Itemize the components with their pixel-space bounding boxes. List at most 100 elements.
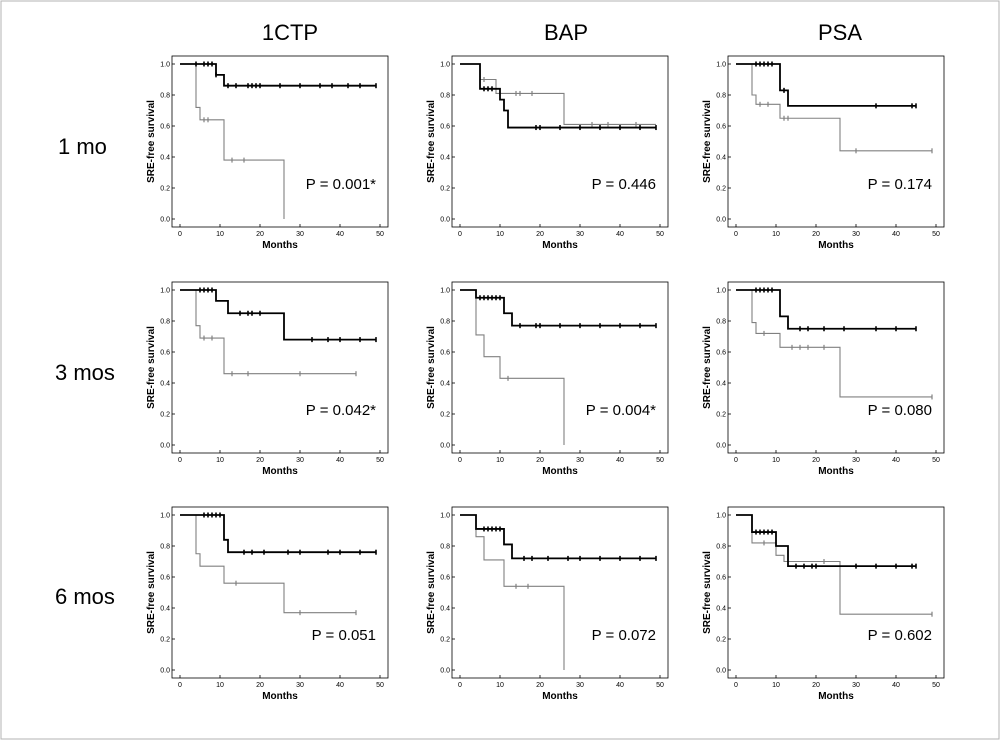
plot-frame bbox=[451, 506, 669, 679]
x-tick-label: 30 bbox=[296, 682, 304, 689]
x-tick-label: 0 bbox=[458, 682, 462, 689]
row-title-1mo: 1 mo bbox=[58, 134, 107, 159]
y-tick-label: 0.6 bbox=[160, 124, 170, 131]
x-tick-label: 30 bbox=[576, 682, 584, 689]
survival-curve-high bbox=[460, 63, 656, 129]
y-tick-label: 0.0 bbox=[160, 217, 170, 224]
x-tick-label: 40 bbox=[892, 457, 900, 464]
y-tick-label: 1.0 bbox=[440, 513, 450, 520]
x-tick-label: 30 bbox=[852, 231, 860, 238]
p-value-label: P = 0.004* bbox=[586, 402, 656, 419]
x-tick-label: 30 bbox=[296, 231, 304, 238]
y-tick-label: 0.2 bbox=[440, 637, 450, 644]
y-tick-label: 1.0 bbox=[160, 62, 170, 69]
x-tick-label: 40 bbox=[892, 231, 900, 238]
survival-curve-high bbox=[460, 289, 656, 327]
y-tick-label: 0.8 bbox=[440, 319, 450, 326]
y-tick-label: 0.0 bbox=[160, 443, 170, 450]
y-tick-label: 0.4 bbox=[440, 155, 450, 162]
x-tick-label: 40 bbox=[336, 457, 344, 464]
x-tick-label: 0 bbox=[458, 457, 462, 464]
panel-grid: 0.0 0.2 0.4 0.6 0.8 1.0 0 10 20 30 40 50 Months SRE-f… bbox=[146, 55, 945, 702]
y-tick-label: 0.6 bbox=[716, 575, 726, 582]
y-tick-label: 0.6 bbox=[716, 350, 726, 357]
x-tick-label: 10 bbox=[496, 682, 504, 689]
y-axis-label: SRE-free survival bbox=[702, 551, 713, 634]
column-title-1ctp: 1CTP bbox=[262, 20, 318, 45]
y-axis-label: SRE-free survival bbox=[426, 326, 437, 409]
p-value-label: P = 0.174 bbox=[868, 176, 932, 193]
y-tick-label: 0.8 bbox=[716, 319, 726, 326]
x-tick-label: 10 bbox=[216, 231, 224, 238]
x-axis-label: Months bbox=[262, 466, 298, 477]
x-tick-label: 10 bbox=[216, 457, 224, 464]
x-axis-label: Months bbox=[542, 691, 578, 702]
plot-frame bbox=[727, 55, 945, 228]
y-tick-label: 0.8 bbox=[160, 93, 170, 100]
x-tick-label: 50 bbox=[932, 457, 940, 464]
plot-frame bbox=[451, 281, 669, 454]
y-tick-label: 1.0 bbox=[440, 62, 450, 69]
p-value-label: P = 0.001* bbox=[306, 176, 376, 193]
survival-curve-high bbox=[180, 289, 376, 341]
x-tick-label: 30 bbox=[576, 457, 584, 464]
y-tick-label: 1.0 bbox=[716, 288, 726, 295]
y-tick-label: 0.4 bbox=[716, 381, 726, 388]
y-tick-label: 0.8 bbox=[440, 544, 450, 551]
x-tick-label: 10 bbox=[772, 457, 780, 464]
y-tick-label: 0.2 bbox=[160, 412, 170, 419]
x-tick-label: 30 bbox=[576, 231, 584, 238]
y-tick-label: 1.0 bbox=[440, 288, 450, 295]
km-panel: 0.0 0.2 0.4 0.6 0.8 1.0 0 10 20 30 40 50 Months SRE-f… bbox=[426, 281, 669, 477]
x-tick-label: 20 bbox=[812, 231, 820, 238]
y-tick-label: 0.2 bbox=[160, 186, 170, 193]
p-value-label: P = 0.042* bbox=[306, 402, 376, 419]
y-tick-label: 0.2 bbox=[160, 637, 170, 644]
column-title-bap: BAP bbox=[544, 20, 588, 45]
y-tick-label: 0.0 bbox=[716, 217, 726, 224]
y-tick-label: 0.4 bbox=[440, 606, 450, 613]
km-panel: 0.0 0.2 0.4 0.6 0.8 1.0 0 10 20 30 40 50 Months SRE-f… bbox=[702, 506, 945, 702]
y-tick-label: 0.2 bbox=[440, 186, 450, 193]
plot-frame bbox=[171, 55, 389, 228]
x-axis-label: Months bbox=[818, 691, 854, 702]
y-tick-label: 0.2 bbox=[716, 186, 726, 193]
x-tick-label: 40 bbox=[616, 682, 624, 689]
x-tick-label: 40 bbox=[892, 682, 900, 689]
x-tick-label: 10 bbox=[216, 682, 224, 689]
y-tick-label: 0.8 bbox=[716, 93, 726, 100]
x-tick-label: 50 bbox=[932, 231, 940, 238]
y-tick-label: 0.4 bbox=[440, 381, 450, 388]
x-tick-label: 40 bbox=[336, 231, 344, 238]
column-title-psa: PSA bbox=[818, 20, 862, 45]
y-tick-label: 0.2 bbox=[440, 412, 450, 419]
km-panel: 0.0 0.2 0.4 0.6 0.8 1.0 0 10 20 30 40 50 Months SRE-f… bbox=[426, 55, 669, 251]
y-tick-label: 0.0 bbox=[440, 668, 450, 675]
y-axis-label: SRE-free survival bbox=[146, 551, 157, 634]
y-tick-label: 0.2 bbox=[716, 412, 726, 419]
y-tick-label: 0.8 bbox=[440, 93, 450, 100]
plot-frame bbox=[451, 55, 669, 228]
x-tick-label: 20 bbox=[812, 457, 820, 464]
x-tick-label: 50 bbox=[656, 457, 664, 464]
x-tick-label: 10 bbox=[496, 457, 504, 464]
x-tick-label: 40 bbox=[616, 457, 624, 464]
x-tick-label: 0 bbox=[178, 457, 182, 464]
y-axis-label: SRE-free survival bbox=[426, 100, 437, 183]
x-tick-label: 0 bbox=[178, 231, 182, 238]
survival-curve-high bbox=[180, 63, 376, 87]
x-tick-label: 40 bbox=[336, 682, 344, 689]
x-tick-label: 20 bbox=[812, 682, 820, 689]
km-panel: 0.0 0.2 0.4 0.6 0.8 1.0 0 10 20 30 40 50 Months SRE-f… bbox=[146, 55, 389, 251]
y-axis-label: SRE-free survival bbox=[702, 100, 713, 183]
p-value-label: P = 0.602 bbox=[868, 627, 932, 644]
x-axis-label: Months bbox=[818, 240, 854, 251]
plot-frame bbox=[727, 281, 945, 454]
y-tick-label: 0.6 bbox=[440, 575, 450, 582]
y-tick-label: 0.8 bbox=[716, 544, 726, 551]
y-tick-label: 0.0 bbox=[716, 668, 726, 675]
y-tick-label: 0.6 bbox=[160, 350, 170, 357]
plot-frame bbox=[171, 281, 389, 454]
y-tick-label: 0.2 bbox=[716, 637, 726, 644]
